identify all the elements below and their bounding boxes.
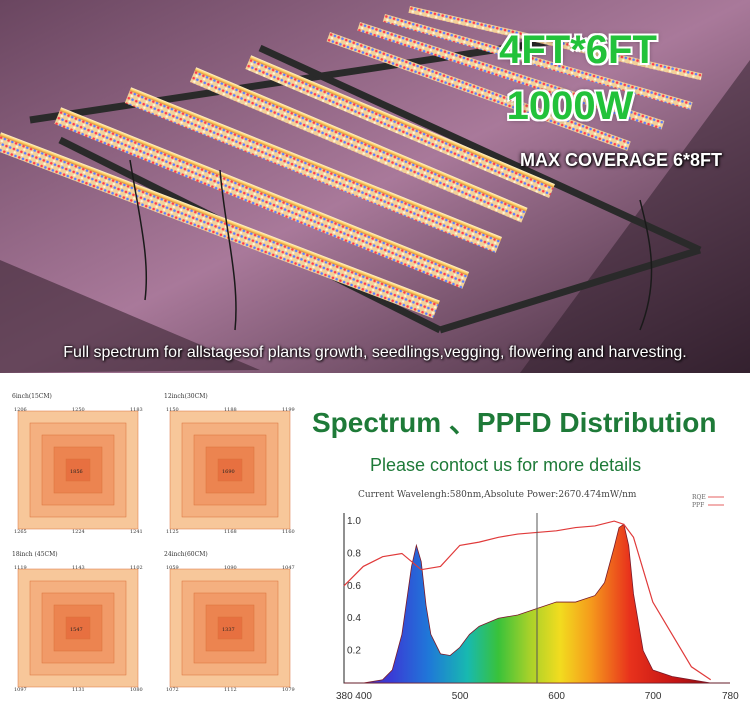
legend-entry: RQE bbox=[692, 494, 706, 501]
ppfd-heatmap: 1119 1143 1102 1097 1131 1080 1547 bbox=[14, 565, 143, 693]
led-bars bbox=[0, 6, 703, 319]
ppfd-panel-label: 24inch(60CM) bbox=[164, 551, 208, 558]
spectrum-title: Spectrum 、PPFD Distribution bbox=[312, 407, 717, 438]
ppfd-value: 1241 bbox=[130, 529, 143, 535]
ppfd-center-value: 1856 bbox=[70, 469, 83, 475]
ppfd-heatmap: 1150 1188 1199 1125 1168 1160 1690 bbox=[166, 407, 295, 535]
ppfd-value: 1183 bbox=[130, 407, 143, 413]
rqe-line bbox=[343, 520, 712, 681]
ppfd-heatmap: 1059 1090 1047 1072 1112 1079 1337 bbox=[166, 565, 295, 693]
ppfd-value: 1160 bbox=[282, 529, 295, 535]
hero-coverage: MAX COVERAGE 6*8FT bbox=[519, 150, 722, 170]
x-tick-label: 380 bbox=[336, 691, 353, 702]
spec-section: 6inch(15CM) 1206 1250 1183 1265 1224 1241 1856 1… bbox=[0, 373, 750, 707]
ppfd-value: 1059 bbox=[166, 565, 179, 571]
ppfd-value: 1080 bbox=[130, 687, 143, 693]
ppfd-panel: 18inch (45CM) 1119 1143 1102 1097 1131 1080 154… bbox=[8, 551, 148, 701]
ppfd-panel-label: 18inch (45CM) bbox=[12, 551, 58, 558]
hero-caption: Full spectrum for allstagesof plants gro… bbox=[63, 344, 687, 361]
x-tick-label: 780 bbox=[722, 691, 739, 702]
ppfd-value: 1188 bbox=[224, 407, 237, 413]
ppfd-value: 1119 bbox=[14, 565, 27, 571]
ppfd-value: 1102 bbox=[130, 565, 143, 571]
ppfd-value: 1125 bbox=[166, 529, 179, 535]
ppfd-value: 1112 bbox=[224, 687, 237, 693]
ppfd-value: 1199 bbox=[282, 407, 295, 413]
y-tick-label: 1.0 bbox=[347, 516, 361, 527]
legend-entry: PPF bbox=[692, 502, 704, 509]
spectrum-chart: Current Wavelengh:580nm,Absolute Power:2… bbox=[336, 490, 739, 702]
x-tick-label: 700 bbox=[645, 691, 662, 702]
ppfd-distribution-maps: 6inch(15CM) 1206 1250 1183 1265 1224 1241 1856 1… bbox=[8, 383, 298, 703]
ppfd-value: 1206 bbox=[14, 407, 27, 413]
ppfd-value: 1265 bbox=[14, 529, 27, 535]
ppfd-panel: 12inch(30CM) 1150 1188 1199 1125 1168 1160 1690 bbox=[160, 393, 300, 543]
x-tick-label: 400 bbox=[355, 691, 372, 702]
ppfd-value: 1250 bbox=[72, 407, 85, 413]
ppfd-center-value: 1547 bbox=[70, 627, 83, 633]
spectrum-subtitle: Please contoct us for more details bbox=[370, 455, 642, 475]
hero-banner: 4FT*6FT 1000W MAX COVERAGE 6*8FT Full sp… bbox=[0, 0, 750, 373]
y-tick-label: 0.2 bbox=[347, 646, 361, 657]
ppfd-value: 1168 bbox=[224, 529, 237, 535]
ppfd-value: 1131 bbox=[72, 687, 85, 693]
ppfd-panel-label: 6inch(15CM) bbox=[12, 393, 52, 400]
grow-light-photo bbox=[0, 0, 750, 373]
spectrum-area bbox=[344, 523, 730, 684]
ppfd-value: 1224 bbox=[72, 529, 85, 535]
ppfd-value: 1090 bbox=[224, 565, 237, 571]
ppfd-value: 1143 bbox=[72, 565, 85, 571]
ppfd-value: 1150 bbox=[166, 407, 179, 413]
ppfd-value: 1072 bbox=[166, 687, 179, 693]
ppfd-value: 1097 bbox=[14, 687, 27, 693]
y-tick-label: 0.4 bbox=[347, 613, 361, 624]
x-tick-label: 500 bbox=[452, 691, 469, 702]
chart-note: Current Wavelengh:580nm,Absolute Power:2… bbox=[358, 490, 637, 500]
ppfd-center-value: 1337 bbox=[222, 627, 235, 633]
ppfd-value: 1079 bbox=[282, 687, 295, 693]
ppfd-value: 1047 bbox=[282, 565, 295, 571]
ppfd-heatmap: 1206 1250 1183 1265 1224 1241 1856 bbox=[14, 407, 143, 535]
ppfd-panel: 24inch(60CM) 1059 1090 1047 1072 1112 1079 1337 bbox=[160, 551, 300, 701]
ppfd-panel: 6inch(15CM) 1206 1250 1183 1265 1224 1241 1856 bbox=[8, 393, 148, 543]
hero-size-title: 4FT*6FT bbox=[499, 28, 657, 72]
hero-power-title: 1000W bbox=[506, 84, 634, 128]
y-tick-label: 0.6 bbox=[347, 581, 361, 592]
ppfd-panel-label: 12inch(30CM) bbox=[164, 393, 208, 400]
ppfd-center-value: 1690 bbox=[222, 469, 235, 475]
y-tick-label: 0.8 bbox=[347, 548, 361, 559]
x-tick-label: 600 bbox=[548, 691, 565, 702]
